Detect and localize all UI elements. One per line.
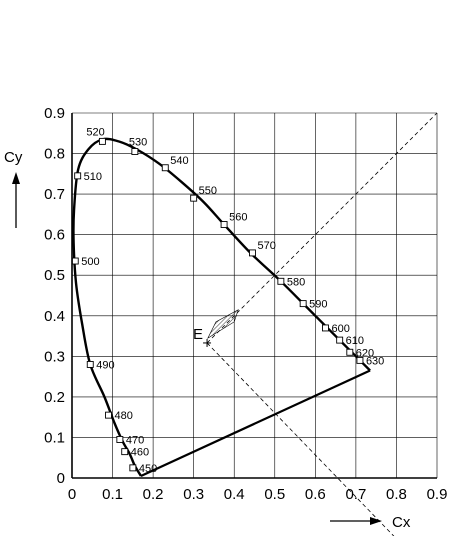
x-tick-label: 0.1 [102, 486, 123, 503]
wavelength-label: 490 [96, 359, 114, 371]
wavelength-marker [299, 300, 307, 308]
spectral-locus [72, 137, 371, 477]
wavelength-marker [129, 464, 137, 472]
x-tick-label: 0.4 [224, 486, 245, 503]
wavelength-label: 610 [346, 335, 364, 347]
wavelength-marker [161, 164, 169, 172]
x-axis-arrow-icon [370, 517, 382, 525]
x-tick-label: 0 [68, 486, 76, 503]
wavelength-label: 570 [257, 240, 275, 252]
wavelength-marker [220, 221, 228, 228]
y-tick-label: 0.8 [44, 146, 65, 163]
y-axis-title: Cy [4, 149, 23, 166]
x-tick-label: 0.3 [183, 486, 204, 503]
wavelength-label: 550 [199, 185, 217, 197]
wavelength-marker [71, 257, 79, 265]
wavelength-label: 450 [139, 463, 157, 475]
hatched-region: E [193, 309, 239, 347]
wavelength-label: 510 [84, 171, 102, 183]
wavelength-label: 530 [129, 137, 147, 149]
wavelength-label: 590 [309, 299, 327, 311]
wavelength-label: 480 [115, 410, 133, 422]
y-axis-arrow-icon [12, 172, 20, 184]
wavelength-label: 470 [126, 434, 144, 446]
labels: 0 0.1 0.2 0.3 0.4 0.5 0.6 0.7 0.8 0.9 0 0.1 0.2 0.3 0.… [4, 105, 447, 531]
x-tick-label: 0.7 [345, 486, 366, 503]
x-tick-label: 0.6 [305, 486, 326, 503]
y-tick-label: 0.7 [44, 186, 65, 203]
wavelength-label: 500 [81, 256, 99, 268]
dashed-line [206, 342, 395, 536]
wavelength-marker [336, 336, 344, 344]
x-tick-label: 0.8 [386, 486, 407, 503]
wavelength-label: 460 [131, 447, 149, 459]
wavelength-marker [190, 194, 198, 202]
wavelength-marker [356, 356, 364, 364]
wavelength-marker [121, 448, 129, 456]
wavelength-label: 520 [86, 126, 104, 138]
x-tick-label: 0.5 [264, 486, 285, 503]
y-tick-label: 0.5 [44, 267, 65, 284]
wavelength-label: 630 [366, 355, 384, 367]
y-tick-label: 0.6 [44, 227, 65, 244]
y-tick-label: 0.1 [44, 429, 65, 446]
wavelength-marker [277, 277, 285, 285]
dashed-line [206, 112, 438, 344]
wavelength-label: 560 [229, 212, 247, 224]
wavelength-marker [116, 436, 124, 443]
white-point-label: E [193, 326, 203, 343]
y-tick-label: 0.9 [44, 105, 65, 122]
purple-line-segment [140, 369, 371, 477]
y-tick-label: 0.3 [44, 348, 65, 365]
wavelength-marker [322, 324, 329, 332]
axes [71, 113, 437, 479]
wavelength-label: 620 [356, 347, 374, 359]
y-tick-label: 0.4 [44, 308, 65, 325]
x-tick-label: 0.9 [427, 486, 448, 503]
wavelength-marker [346, 348, 354, 356]
spectral-locus-curve [72, 137, 371, 477]
wavelength-marker [105, 411, 112, 419]
wavelength-label: 580 [287, 276, 305, 288]
purple-line [140, 369, 371, 477]
wavelength-marker [249, 249, 256, 257]
wavelength-marker [74, 172, 82, 180]
wavelength-marker [98, 137, 106, 145]
y-tick-label: 0.2 [44, 389, 65, 406]
y-tick-label: 0 [57, 470, 65, 487]
wavelength-marker [86, 360, 94, 368]
wavelength-label: 600 [331, 323, 349, 335]
wavelength-label: 540 [170, 155, 188, 167]
hatched-area [207, 309, 239, 339]
wavelength-marker [131, 148, 139, 155]
x-axis-title: Cx [392, 514, 411, 531]
dashed-lines [206, 112, 438, 536]
x-tick-label: 0.2 [143, 486, 164, 503]
